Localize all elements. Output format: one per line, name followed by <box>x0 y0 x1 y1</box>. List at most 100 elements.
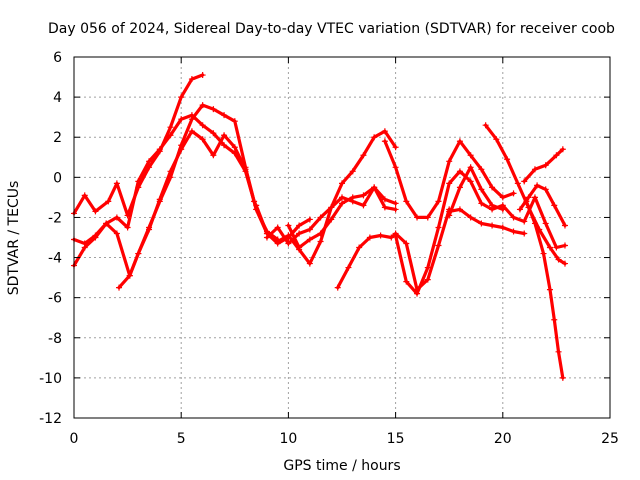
data-point <box>555 348 562 355</box>
data-point <box>499 224 506 231</box>
data-point <box>251 198 258 205</box>
data-point <box>339 194 345 201</box>
data-point <box>296 230 303 237</box>
data-point <box>296 244 303 251</box>
series-markers-arc-11 <box>446 206 528 237</box>
series-markers-arc-15 <box>521 146 566 185</box>
data-point <box>328 204 335 211</box>
data-point <box>113 230 120 237</box>
data-point <box>349 194 356 201</box>
data-point <box>345 264 352 271</box>
data-point <box>388 234 395 241</box>
series-markers-arc-7 <box>285 184 399 251</box>
x-tick-label: 15 <box>387 431 405 447</box>
data-point <box>210 152 217 159</box>
data-point <box>366 234 373 241</box>
series-markers-arc-9 <box>392 168 568 297</box>
series-line-arc-2 <box>72 103 280 278</box>
data-point <box>534 182 541 189</box>
data-point <box>424 276 431 283</box>
data-point <box>274 224 281 231</box>
data-point <box>559 146 566 153</box>
data-point <box>178 116 185 123</box>
data-point <box>536 226 543 233</box>
x-tick-labels: 0 5 10 15 20 25 <box>70 431 619 447</box>
data-point <box>446 158 453 165</box>
data-point <box>521 218 528 225</box>
data-point <box>489 184 496 191</box>
data-point <box>510 228 517 235</box>
data-point <box>135 184 142 191</box>
data-point <box>381 138 388 145</box>
series-markers-arc-14 <box>523 198 566 381</box>
data-point <box>493 136 500 143</box>
data-point <box>521 178 528 185</box>
data-point <box>274 238 281 245</box>
data-point <box>92 232 99 239</box>
data-point <box>371 134 378 141</box>
y-tick-label: 6 <box>53 50 62 66</box>
data-point <box>81 240 88 247</box>
data-point <box>167 168 174 175</box>
data-point <box>446 212 453 219</box>
data-point <box>231 118 238 125</box>
data-point <box>542 162 549 169</box>
data-point <box>360 202 367 209</box>
data-point <box>553 152 560 159</box>
data-point <box>559 374 566 381</box>
data-point <box>210 106 217 113</box>
data-point <box>499 194 506 201</box>
data-point <box>188 128 195 135</box>
data-point <box>328 216 335 223</box>
series-line-arc-11 <box>447 207 526 236</box>
data-point <box>178 94 185 101</box>
data-point <box>146 158 153 165</box>
y-tick-label: -8 <box>48 331 62 347</box>
data-point <box>514 180 521 187</box>
data-point <box>525 204 532 211</box>
y-tick-labels: -12 -10 -8 -6 -4 -2 0 2 4 6 <box>39 50 62 427</box>
data-point <box>306 260 313 267</box>
data-point <box>199 122 206 129</box>
data-point <box>210 130 217 137</box>
data-point <box>92 208 99 215</box>
data-point <box>103 220 110 227</box>
data-point <box>285 232 292 239</box>
y-tick-label: -12 <box>39 411 62 427</box>
data-point <box>504 156 511 163</box>
data-point <box>199 102 206 109</box>
series-markers-arc-5 <box>253 128 399 267</box>
data-point <box>306 226 313 233</box>
data-point <box>167 174 174 181</box>
data-point <box>381 128 388 135</box>
data-point <box>231 150 238 157</box>
series-line-arc-12 <box>447 165 505 217</box>
data-point <box>253 202 260 209</box>
data-point <box>542 220 549 227</box>
data-point <box>424 264 431 271</box>
y-tick-label: -10 <box>39 371 62 387</box>
data-point <box>561 242 568 249</box>
data-point <box>339 180 345 187</box>
series-markers-arc-16 <box>516 182 568 229</box>
data-point <box>553 244 560 251</box>
data-point <box>467 178 474 185</box>
data-point <box>555 256 562 263</box>
data-point <box>392 232 399 239</box>
data-point <box>156 196 163 203</box>
data-point <box>199 72 206 79</box>
data-point <box>467 152 474 159</box>
data-point <box>546 244 553 251</box>
data-point <box>446 180 453 187</box>
data-point <box>403 198 410 205</box>
data-point <box>435 198 442 205</box>
data-point <box>510 214 517 221</box>
data-point <box>531 166 538 173</box>
data-point <box>124 224 131 231</box>
x-tick-label: 5 <box>177 431 186 447</box>
data-point <box>339 200 345 207</box>
data-point <box>116 284 123 291</box>
x-tick-label: 0 <box>70 431 79 447</box>
data-point <box>546 286 553 293</box>
